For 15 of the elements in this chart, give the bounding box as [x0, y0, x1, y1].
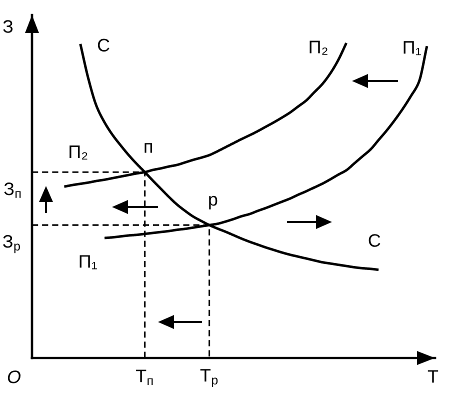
text: С: [368, 234, 380, 247]
y-axis-title: З: [3, 20, 13, 33]
text: O: [8, 370, 20, 384]
x-tick-label: Т$_{р}$: [200, 369, 218, 388]
text: П₁: [80, 255, 97, 270]
text: З$_{р}$: [2, 235, 20, 254]
annotation: п: [144, 143, 152, 153]
series-label: П₁: [404, 41, 421, 56]
x-tick-label: Т$_{п}$: [136, 370, 153, 386]
x-axis-title: Т: [428, 370, 438, 383]
text: З$_{п}$: [4, 182, 21, 198]
text: П₂: [70, 146, 88, 160]
series-label: П₂: [310, 40, 328, 55]
annotation: р: [209, 196, 218, 210]
series-label: С: [98, 38, 110, 52]
